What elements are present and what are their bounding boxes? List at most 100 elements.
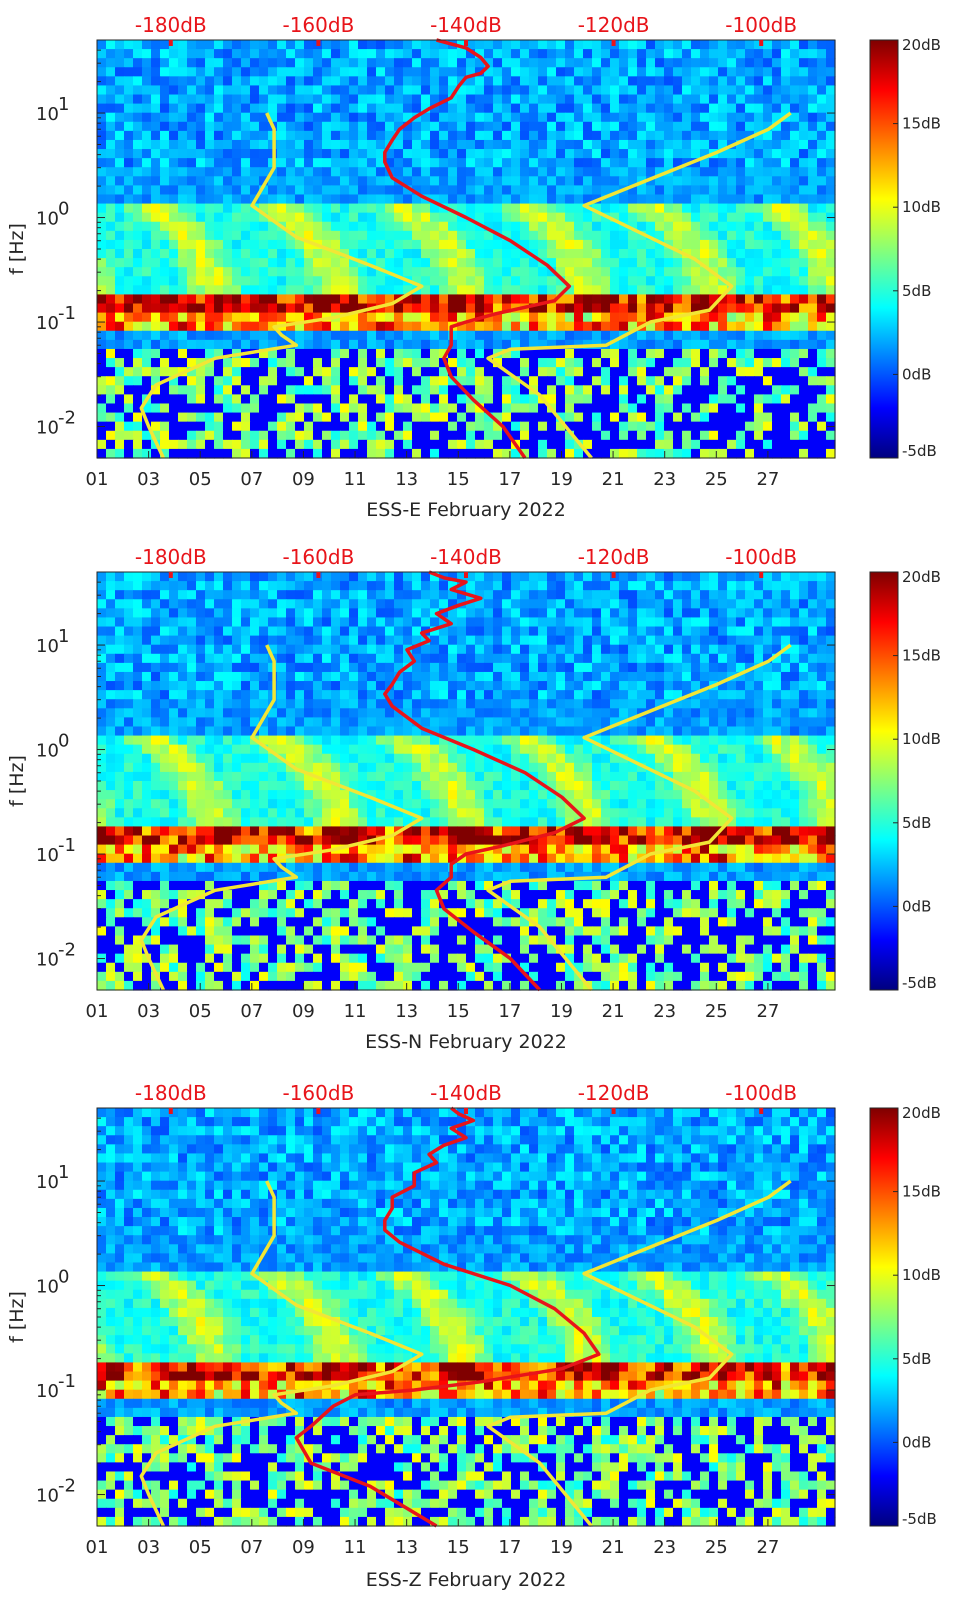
spectrogram-cell bbox=[349, 103, 359, 114]
spectrogram-cell bbox=[547, 421, 557, 432]
spectrogram-cell bbox=[331, 94, 341, 105]
spectrogram-cell bbox=[628, 203, 638, 214]
spectrogram-cell bbox=[241, 599, 251, 609]
spectrogram-cell bbox=[430, 412, 440, 423]
spectrogram-cell bbox=[673, 267, 683, 277]
spectrogram-cell bbox=[718, 85, 728, 96]
spectrogram-cell bbox=[349, 394, 359, 405]
spectrogram-cell bbox=[529, 599, 539, 609]
spectrogram-cell bbox=[538, 230, 548, 241]
spectrogram-cell bbox=[466, 448, 476, 459]
spectrogram-cell bbox=[430, 267, 440, 277]
spectrogram-cell bbox=[223, 149, 233, 159]
spectrogram-cell bbox=[412, 58, 422, 68]
spectrogram-cell bbox=[601, 276, 611, 286]
spectrogram-cell bbox=[367, 203, 377, 214]
spectrogram-cell bbox=[601, 617, 611, 628]
spectrogram-cell bbox=[736, 85, 746, 96]
spectrogram-cell bbox=[115, 49, 125, 59]
spectrogram-cell bbox=[826, 185, 836, 196]
spectrogram-cell bbox=[412, 448, 422, 459]
spectrogram-cell bbox=[682, 608, 692, 619]
spectrogram-cell bbox=[124, 185, 134, 196]
spectrogram-cell bbox=[790, 58, 800, 68]
spectrogram-cell bbox=[295, 149, 305, 159]
spectrogram-cell bbox=[772, 230, 782, 241]
spectrogram-cell bbox=[124, 40, 134, 50]
spectrogram-cell bbox=[565, 158, 575, 168]
spectrogram-cell bbox=[331, 599, 341, 609]
spectrogram-cell bbox=[745, 203, 755, 214]
spectrogram-cell bbox=[511, 103, 521, 114]
spectrogram-cell bbox=[592, 303, 602, 314]
spectrogram-cell bbox=[754, 40, 764, 50]
spectrogram-cell bbox=[475, 112, 485, 123]
spectrogram-cell bbox=[178, 448, 188, 459]
spectrogram-cell bbox=[475, 339, 485, 350]
spectrogram-cell bbox=[304, 149, 314, 159]
spectrogram-cell bbox=[331, 421, 341, 432]
spectrogram-cell bbox=[799, 394, 809, 405]
spectrogram-cell bbox=[493, 94, 503, 105]
spectrogram-cell bbox=[457, 40, 467, 50]
spectrogram-cell bbox=[574, 149, 584, 159]
spectrogram-cell bbox=[601, 321, 611, 332]
spectrogram-cell bbox=[115, 130, 125, 141]
spectrogram-cell bbox=[439, 221, 449, 232]
spectrogram-cell bbox=[529, 194, 539, 205]
spectrogram-cell bbox=[403, 653, 413, 664]
spectrogram-cell bbox=[286, 239, 296, 250]
spectrogram-cell bbox=[475, 671, 485, 682]
spectrogram-cell bbox=[178, 267, 188, 277]
spectrogram-cell bbox=[376, 421, 386, 432]
spectrogram-cell bbox=[763, 158, 773, 168]
spectrogram-cell bbox=[457, 167, 467, 177]
spectrogram-cell bbox=[313, 439, 323, 450]
spectrogram-cell bbox=[502, 67, 512, 77]
spectrogram-cell bbox=[277, 653, 287, 664]
spectrogram-cell bbox=[700, 590, 710, 600]
spectrogram-cell bbox=[808, 376, 818, 386]
spectrogram-cell bbox=[754, 294, 764, 305]
spectrogram-cell bbox=[682, 617, 692, 628]
spectrogram-cell bbox=[169, 385, 179, 395]
spectrogram-cell bbox=[304, 608, 314, 619]
spectrogram-cell bbox=[745, 130, 755, 141]
spectrogram-cell bbox=[727, 448, 737, 459]
spectrogram-cell bbox=[745, 267, 755, 277]
spectrogram-cell bbox=[115, 348, 125, 359]
spectrogram-cell bbox=[529, 572, 539, 582]
spectrogram-cell bbox=[718, 626, 728, 637]
spectrogram-cell bbox=[349, 681, 359, 691]
spectrogram-cell bbox=[709, 635, 719, 646]
spectrogram-cell bbox=[421, 49, 431, 59]
spectrogram-cell bbox=[430, 376, 440, 386]
spectrogram-cell bbox=[133, 626, 143, 637]
spectrogram-cell bbox=[376, 330, 386, 341]
spectrogram-cell bbox=[592, 412, 602, 423]
spectrogram-cell bbox=[241, 403, 251, 414]
spectrogram-cell bbox=[205, 294, 215, 305]
spectrogram-cell bbox=[97, 285, 107, 296]
spectrogram-cell bbox=[466, 662, 476, 673]
spectrogram-cell bbox=[691, 94, 701, 105]
spectrogram-cell bbox=[232, 103, 242, 114]
spectrogram-cell bbox=[250, 249, 260, 259]
spectrogram-cell bbox=[223, 130, 233, 141]
spectrogram-cell bbox=[115, 385, 125, 395]
spectrogram-cell bbox=[556, 103, 566, 114]
spectrogram-cell bbox=[376, 394, 386, 405]
spectrogram-cell bbox=[457, 158, 467, 168]
spectrogram-cell bbox=[475, 644, 485, 655]
spectrogram-cell bbox=[358, 285, 368, 296]
spectrogram-cell bbox=[133, 385, 143, 395]
spectrogram-cell bbox=[286, 367, 296, 377]
spectrogram-cell bbox=[97, 321, 107, 332]
spectrogram-cell bbox=[511, 358, 521, 368]
spectrogram-cell bbox=[214, 212, 224, 223]
spectrogram-cell bbox=[826, 671, 836, 682]
spectrogram-cell bbox=[106, 394, 116, 405]
spectrogram-cell bbox=[718, 394, 728, 405]
spectrogram-cell bbox=[133, 267, 143, 277]
spectrogram-cell bbox=[637, 421, 647, 432]
